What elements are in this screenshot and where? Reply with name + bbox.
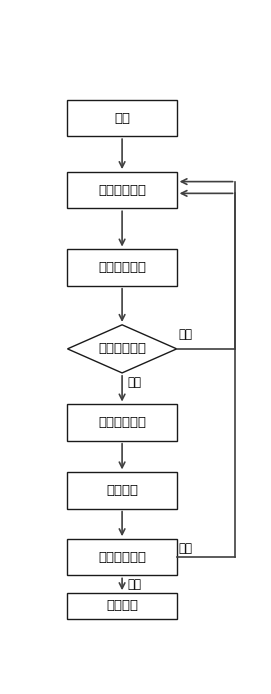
Text: 判断数据处理: 判断数据处理 <box>98 551 146 564</box>
Bar <box>67 172 177 208</box>
Text: 阻抗数据保存: 阻抗数据保存 <box>98 416 146 429</box>
Text: 判断测试数据: 判断测试数据 <box>98 342 146 355</box>
Text: 正常: 正常 <box>127 375 141 389</box>
Polygon shape <box>67 325 177 373</box>
Bar <box>67 539 177 575</box>
Text: 正常: 正常 <box>127 578 141 591</box>
Bar <box>67 593 177 619</box>
Text: 测试条件选择: 测试条件选择 <box>98 184 146 196</box>
Bar <box>67 100 177 136</box>
Text: 开始: 开始 <box>114 112 130 124</box>
Text: 数据处理: 数据处理 <box>106 484 138 497</box>
Text: 异常: 异常 <box>179 328 193 341</box>
Text: 阻抗数据测试: 阻抗数据测试 <box>98 261 146 274</box>
Bar <box>67 249 177 286</box>
Text: 输出数据: 输出数据 <box>106 600 138 612</box>
Text: 异常: 异常 <box>179 542 193 555</box>
Bar <box>67 473 177 509</box>
Bar <box>67 405 177 441</box>
